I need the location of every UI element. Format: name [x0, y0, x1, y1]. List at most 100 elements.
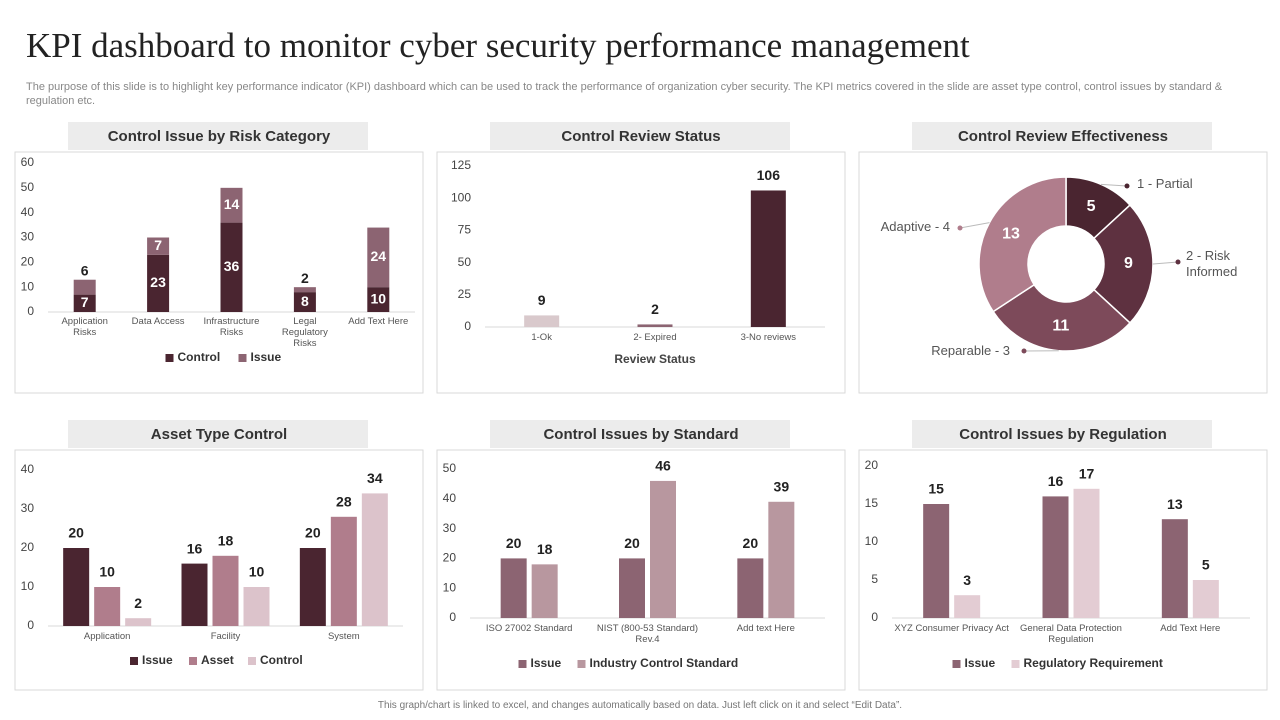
legend-label: Control	[260, 653, 303, 667]
x-tick-label-box: 1-Ok	[531, 332, 552, 343]
chart-title: Asset Type Control	[151, 426, 287, 443]
data-label: 15	[928, 481, 944, 497]
data-label: 11	[1052, 318, 1069, 335]
legend-swatch	[165, 354, 174, 362]
y-tick-label: 30	[443, 521, 457, 535]
y-tick-label: 50	[443, 461, 457, 475]
leader-dot	[957, 225, 963, 231]
data-label: 28	[336, 494, 352, 510]
data-label: 2	[134, 595, 142, 611]
x-tick-label: XYZ Consumer Privacy Act	[894, 623, 1009, 634]
bar-segment	[220, 187, 243, 223]
legend-label: Regulatory Requirement	[1024, 656, 1163, 670]
y-tick-label: 25	[458, 287, 472, 301]
y-tick-label: 100	[451, 190, 471, 204]
panel-tab	[490, 420, 790, 448]
data-label: 5	[1202, 557, 1210, 573]
x-tick-label-box: General Data Protection Regulation	[1020, 623, 1122, 645]
bar-segment	[73, 279, 96, 295]
bar-segment	[293, 287, 316, 293]
x-tick-label-box: Legal Regulatory Risks	[282, 316, 328, 346]
chart-title: Control Review Effectiveness	[958, 128, 1168, 145]
bar	[750, 190, 786, 327]
x-tick-label: Facility	[210, 631, 241, 642]
x-tick-label: 1-Ok	[531, 332, 552, 343]
x-tick-label: Application	[83, 631, 131, 642]
bar-segment	[367, 287, 390, 312]
leader-line	[1152, 261, 1179, 265]
legend-swatch	[952, 660, 961, 668]
data-label: 7	[154, 237, 162, 253]
panel-tab	[912, 420, 1212, 448]
chart-title: Control Issues by Regulation	[959, 426, 1167, 443]
legend-label: Industry Control Standard	[590, 656, 739, 670]
category-label-box: Reparable - 3	[931, 343, 1010, 358]
bar-segment	[73, 294, 96, 312]
data-label: 7	[81, 294, 89, 310]
bar	[125, 618, 152, 626]
y-tick-label: 0	[871, 610, 878, 624]
x-tick-label-box: ISO 27002 Standard	[486, 623, 573, 634]
data-label: 16	[187, 540, 203, 556]
data-label: 39	[774, 478, 790, 494]
data-label: 46	[655, 458, 671, 474]
panel-tab	[68, 122, 368, 150]
data-label: 3	[963, 572, 971, 588]
y-tick-label: 0	[464, 319, 471, 333]
data-label: 18	[218, 533, 234, 549]
category-label-box: Adaptive - 4	[880, 219, 950, 234]
data-label: 10	[249, 564, 265, 580]
y-tick-label: 15	[865, 496, 879, 510]
category-label: Reparable - 3	[931, 343, 1010, 358]
y-tick-label: 40	[21, 205, 35, 219]
x-tick-label: NIST (800-53 Standard) Rev.4	[596, 623, 699, 645]
y-tick-label: 125	[451, 158, 471, 172]
legend-swatch	[577, 660, 586, 668]
y-tick-label: 20	[865, 458, 879, 472]
legend-label: Issue	[142, 653, 173, 667]
data-label: 20	[305, 525, 321, 541]
bar-segment	[293, 292, 316, 312]
bar	[619, 558, 645, 618]
bar	[1042, 496, 1069, 618]
chart-title: Control Issues by Standard	[543, 426, 738, 443]
leader-dot	[1175, 259, 1181, 265]
bar	[299, 548, 326, 626]
legend-swatch	[1011, 660, 1020, 668]
x-tick-label: Add text Here	[736, 623, 795, 634]
panel-tab	[912, 122, 1212, 150]
bar	[524, 315, 560, 327]
y-tick-label: 50	[458, 255, 472, 269]
data-label: 2	[301, 270, 309, 286]
x-tick-label-box: NIST (800-53 Standard) Rev.4	[596, 623, 699, 645]
data-label: 10	[371, 290, 387, 306]
bar	[650, 480, 676, 618]
bar	[330, 516, 357, 626]
y-tick-label: 30	[21, 501, 35, 515]
y-tick-label: 0	[27, 304, 34, 318]
x-tick-label: Add Text Here	[348, 316, 409, 327]
y-tick-label: 10	[21, 579, 35, 593]
leader-line	[1100, 183, 1128, 187]
leader-dot	[1021, 348, 1027, 354]
y-tick-label: 20	[21, 540, 35, 554]
category-label: Adaptive - 4	[880, 219, 950, 234]
legend-swatch	[189, 657, 197, 665]
x-tick-label-box: XYZ Consumer Privacy Act	[894, 623, 1009, 634]
data-label: 24	[371, 248, 387, 264]
y-tick-label: 5	[871, 572, 878, 586]
x-tick-label-box: Infrastructure Risks	[204, 316, 260, 338]
bar	[212, 555, 239, 626]
data-label: 20	[68, 525, 84, 541]
x-tick-label: Add Text Here	[1160, 623, 1221, 634]
x-tick-label: System	[327, 631, 360, 642]
x-tick-label-box: Application Risks	[61, 316, 107, 338]
leader-line	[959, 222, 990, 229]
bar	[923, 504, 950, 618]
y-tick-label: 60	[21, 155, 35, 169]
legend-label: Issue	[251, 350, 282, 364]
bar	[63, 548, 90, 626]
y-tick-label: 50	[21, 180, 35, 194]
donut-slice	[1092, 204, 1154, 324]
page-title: KPI dashboard to monitor cyber security …	[26, 26, 970, 65]
